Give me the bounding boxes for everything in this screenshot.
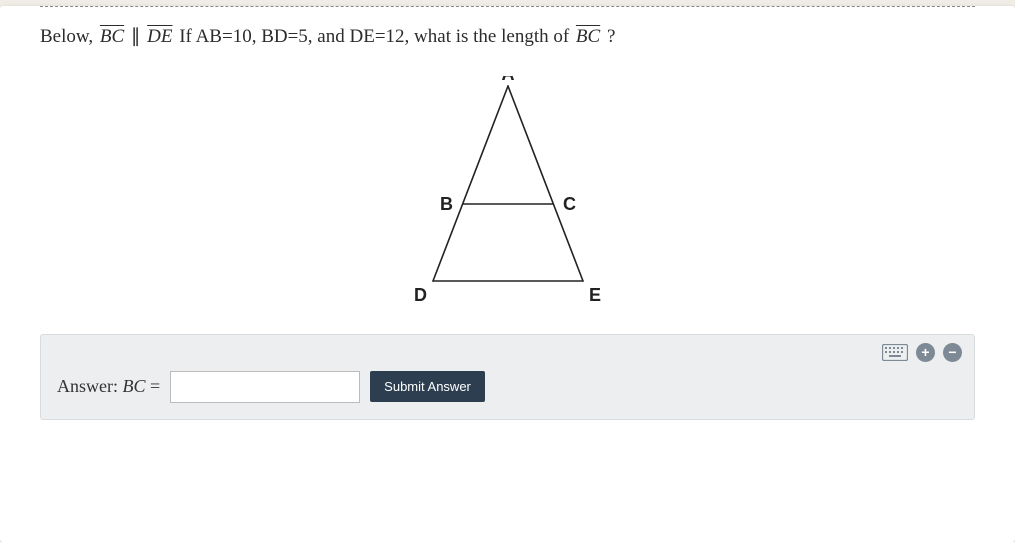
answer-label: Answer: BC = (57, 376, 160, 397)
submit-button[interactable]: Submit Answer (370, 371, 485, 402)
svg-text:D: D (414, 285, 427, 305)
q-suffix: ? (607, 26, 615, 47)
answer-equals: = (146, 376, 161, 396)
figure-container: A B C D E (40, 76, 975, 306)
answer-bar: + − Answer: BC = Submit Answer (40, 334, 975, 420)
answer-row: Answer: BC = Submit Answer (57, 371, 958, 403)
segment-bc-1: BC (98, 26, 126, 47)
segment-de: DE (145, 26, 174, 47)
svg-text:B: B (440, 194, 453, 214)
question-text: Below, BC ∥ DE If AB=10, BD=5, and DE=12… (40, 23, 975, 52)
keyboard-icon[interactable] (882, 344, 908, 361)
toolbar: + − (882, 343, 962, 362)
q-parallel: ∥ (131, 26, 145, 47)
problem-card: Below, BC ∥ DE If AB=10, BD=5, and DE=12… (0, 6, 1015, 542)
answer-prefix: Answer: (57, 376, 123, 396)
svg-text:E: E (589, 285, 601, 305)
answer-var: BC (123, 376, 146, 396)
triangle-figure: A B C D E (368, 76, 648, 306)
answer-input[interactable] (170, 371, 360, 403)
svg-text:C: C (563, 194, 576, 214)
q-body: If AB=10, BD=5, and DE=12, what is the l… (179, 26, 574, 47)
zoom-out-icon[interactable]: − (943, 343, 962, 362)
divider (40, 6, 975, 7)
q-prefix: Below, (40, 26, 98, 47)
svg-text:A: A (501, 76, 514, 84)
segment-bc-2: BC (574, 26, 602, 47)
zoom-in-icon[interactable]: + (916, 343, 935, 362)
